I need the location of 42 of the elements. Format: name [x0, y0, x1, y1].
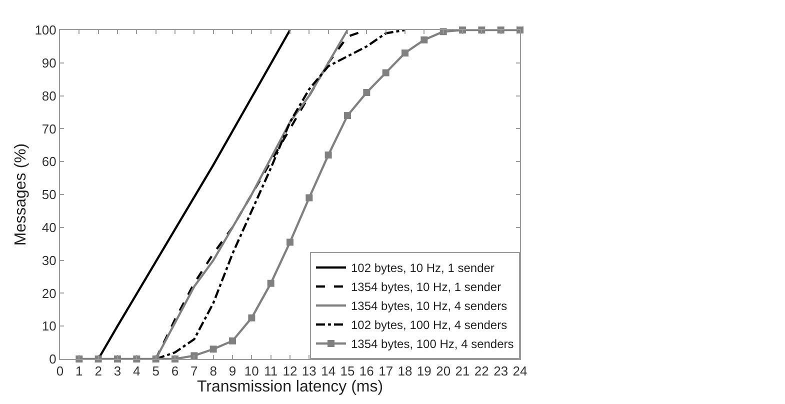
y-tick-label: 70 — [42, 121, 56, 136]
x-tick-label: 10 — [244, 364, 259, 379]
x-tick-label: 8 — [210, 364, 217, 379]
y-tick-label: 30 — [42, 252, 56, 268]
y-tick-label: 0 — [49, 352, 56, 367]
x-tick-label: 13 — [302, 364, 316, 379]
x-tick-label: 5 — [152, 364, 160, 379]
x-tick-label: 12 — [282, 364, 298, 379]
x-axis-title: Transmission latency (ms) — [196, 378, 384, 396]
legend-label: 1354 bytes, 10 Hz, 1 sender — [351, 280, 502, 294]
y-tick-label: 10 — [42, 318, 56, 334]
x-tick-label: 23 — [494, 364, 508, 379]
x-tick-label: 7 — [190, 364, 198, 379]
y-tick-label: 20 — [42, 286, 56, 301]
x-tick-label: 17 — [378, 364, 394, 379]
x-tick-label: 18 — [398, 364, 412, 379]
x-tick-label: 9 — [228, 364, 236, 379]
y-axis-title: Messages (%) — [12, 143, 30, 246]
x-tick-label: 20 — [436, 364, 451, 379]
y-tick-label: 80 — [42, 88, 56, 104]
x-tick-label: 1 — [76, 364, 83, 379]
x-tick-label: 14 — [321, 364, 336, 379]
x-tick-label: 2 — [94, 364, 102, 379]
x-tick-label: 22 — [474, 364, 489, 379]
x-tick-label: 19 — [416, 364, 432, 379]
y-tick-label: 100 — [34, 22, 56, 38]
x-tick-label: 15 — [340, 364, 355, 379]
x-tick-label: 21 — [455, 364, 470, 379]
y-tick-label: 50 — [42, 187, 56, 202]
legend-label: 102 bytes, 100 Hz, 4 senders — [351, 318, 508, 332]
x-tick-label: 11 — [264, 364, 278, 379]
legend-label: 102 bytes, 10 Hz, 1 sender — [351, 261, 494, 276]
legend-label: 1354 bytes, 100 Hz, 4 senders — [351, 337, 514, 352]
y-tick-label: 40 — [42, 220, 56, 235]
x-tick-label: 3 — [114, 364, 122, 379]
x-tick-label: 24 — [512, 364, 528, 379]
x-tick-label: 6 — [171, 364, 179, 379]
y-tick-label: 90 — [42, 55, 56, 70]
legend-label: 1354 bytes, 10 Hz, 4 senders — [351, 299, 508, 314]
x-tick-label: 4 — [133, 364, 140, 379]
x-tick-label: 16 — [359, 364, 374, 379]
y-tick-label: 60 — [42, 154, 56, 170]
